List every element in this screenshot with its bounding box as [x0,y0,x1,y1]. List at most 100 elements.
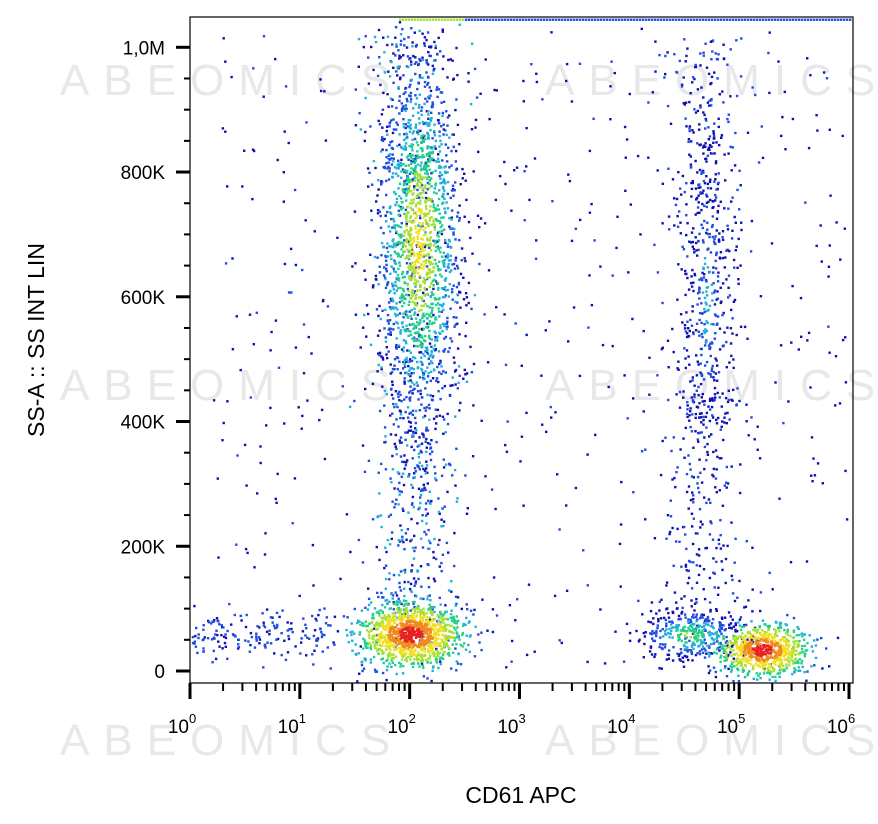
event-point [410,297,413,300]
event-point [687,18,690,21]
event-point [429,271,433,274]
event-point [469,345,472,349]
event-point [422,352,425,356]
event-point [447,646,450,650]
event-point [525,165,528,168]
event-point [684,563,688,567]
event-point [453,564,456,568]
event-point [397,544,400,547]
event-point [226,400,229,403]
event-point [839,258,842,261]
event-point [439,662,443,666]
event-point [401,245,405,248]
event-point [782,639,786,642]
event-point [729,48,732,51]
event-point [431,171,434,174]
event-point [224,262,228,265]
event-point [398,214,402,217]
event-point [702,640,705,644]
event-point [413,272,416,275]
event-point [709,354,712,358]
event-point [441,30,444,33]
event-point [717,538,720,541]
event-point [376,515,379,519]
event-point [384,308,387,312]
event-point [668,636,671,639]
event-point [394,591,397,594]
event-point [414,317,418,320]
event-point [760,125,763,128]
event-point [798,633,801,637]
event-point [715,359,718,362]
event-point [411,355,415,359]
event-point [431,72,435,75]
event-point [440,216,443,219]
event-point [718,93,721,96]
event-point [414,421,417,425]
event-point [440,275,443,278]
event-point [430,291,433,294]
event-point [734,622,737,625]
event-point [431,652,434,655]
event-point [715,418,718,422]
event-point [396,308,399,311]
event-point [745,540,748,543]
event-point [411,665,415,669]
event-point [680,565,683,568]
event-point [456,322,459,325]
event-point [428,219,431,222]
event-point [713,180,716,183]
event-point [428,285,431,288]
event-point [369,647,373,651]
event-point [414,166,417,170]
event-point [697,548,701,551]
event-point [406,314,409,317]
event-point [391,597,394,600]
event-point [378,625,382,628]
event-point [730,662,734,666]
event-point [734,635,737,638]
event-point [397,225,401,228]
event-point [441,626,445,629]
event-point [752,664,755,668]
event-point [722,101,725,104]
event-point [413,476,416,479]
event-point [431,613,434,617]
event-point [273,652,276,655]
event-point [415,97,419,100]
event-point [276,637,280,641]
event-point [791,648,794,651]
event-point [417,577,420,581]
event-point [781,115,784,119]
event-point [426,352,429,355]
event-point [693,628,696,632]
event-point [698,183,701,186]
event-point [395,128,398,131]
event-point [378,56,381,59]
event-point [403,328,406,331]
event-point [456,387,459,390]
event-point [441,322,445,325]
event-point [714,162,718,165]
event-point [401,206,405,209]
event-point [373,645,376,648]
event-point [416,267,420,270]
event-point [243,149,246,152]
event-point [274,497,277,501]
event-point [789,561,793,564]
event-point [367,597,371,601]
event-point [376,212,380,215]
event-point [407,334,410,337]
event-point [441,387,444,390]
event-point [226,185,229,188]
event-point [233,613,236,617]
event-point [519,18,522,21]
event-point [717,371,721,374]
event-point [706,266,710,269]
event-point [786,613,789,617]
event-point [401,321,404,324]
event-point [410,167,413,170]
event-point [692,332,695,336]
event-point [439,603,442,606]
event-point [433,321,436,324]
